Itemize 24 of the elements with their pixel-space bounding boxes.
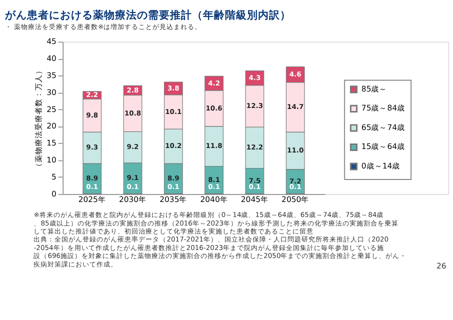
y-tick-label: 20 xyxy=(46,122,56,131)
y-tick-label: 35 xyxy=(46,70,56,80)
chart-title: がん患者における薬物療法の需要推計（年齢階級別内訳） xyxy=(4,8,291,22)
x-tick-label: 2045年 xyxy=(240,195,268,204)
y-tick-label: 40 xyxy=(46,54,56,64)
legend-label: 75歳～84歳 xyxy=(361,104,406,113)
x-tick-label: 2025年 xyxy=(78,195,106,204)
x-tick-label: 2030年 xyxy=(118,195,147,204)
y-axis-title: （薬物療法受療者数：万人） xyxy=(34,66,43,170)
x-tick-label: 2040年 xyxy=(200,195,228,204)
x-tick-label: 2035年 xyxy=(160,195,188,204)
y-tick-label: 10 xyxy=(46,156,56,165)
legend-label: 65歳～74歳 xyxy=(361,122,406,132)
y-tick-label: 0 xyxy=(51,189,56,198)
legend-label: 0歳～14歳 xyxy=(361,161,400,170)
y-tick-label: 25 xyxy=(46,104,56,114)
y-tick-label: 45 xyxy=(46,37,56,46)
x-tick-label: 2050年 xyxy=(282,195,310,204)
legend-label: 15歳～64歳 xyxy=(361,142,406,152)
y-tick-label: 15 xyxy=(46,138,56,148)
text: 26 xyxy=(436,262,446,271)
y-tick-label: 30 xyxy=(46,88,56,97)
y-tick-label: 5 xyxy=(51,172,56,182)
legend-label: 85歳～ xyxy=(361,84,388,94)
